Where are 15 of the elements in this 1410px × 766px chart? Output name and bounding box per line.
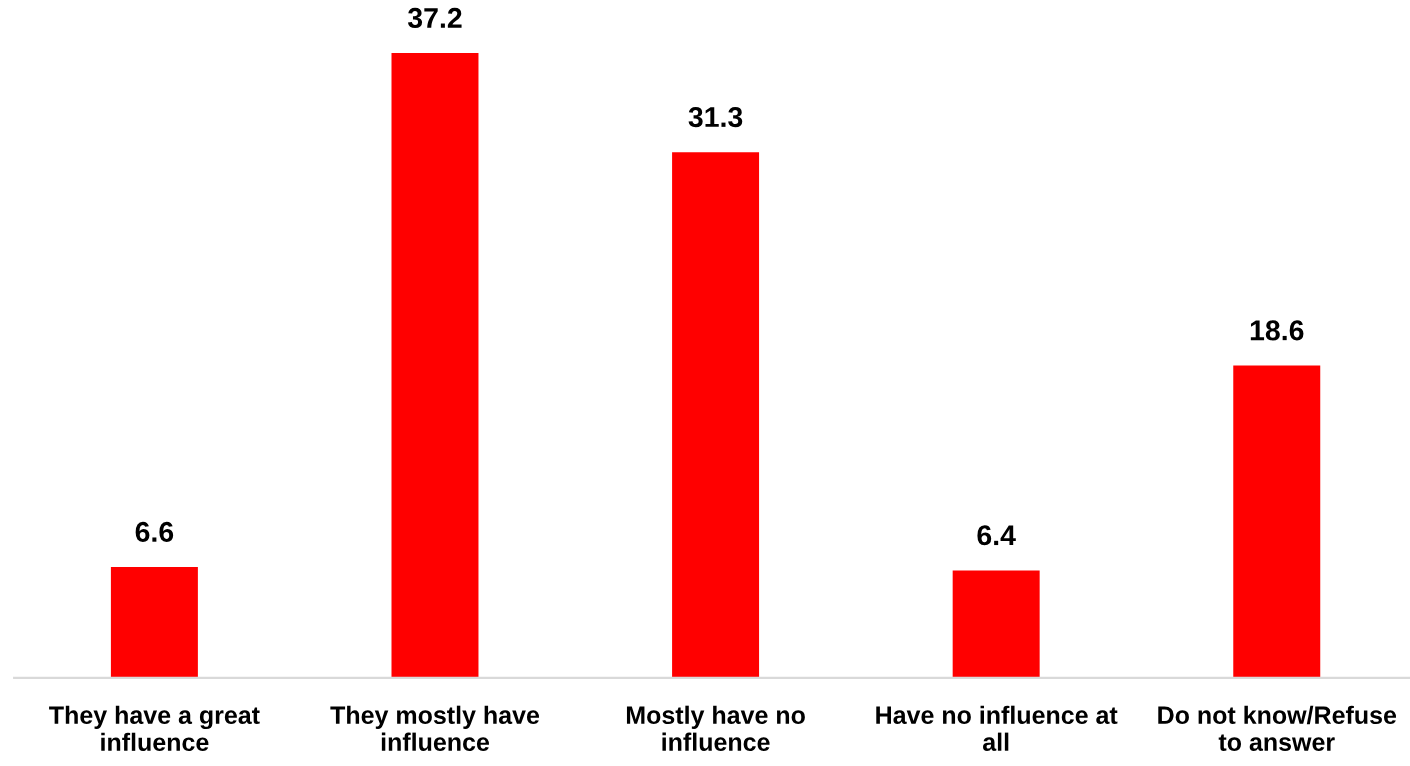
data-label: 6.4	[977, 525, 1016, 546]
bar	[110, 567, 198, 678]
x-tick-label: Have no influence at all	[876, 705, 1118, 751]
bar	[672, 152, 760, 678]
data-label: 18.6	[1250, 320, 1304, 341]
bar	[1233, 365, 1321, 678]
bar	[391, 53, 479, 678]
x-tick-label: Mostly have no influence	[626, 705, 805, 751]
x-tick-label: They have a great influence	[49, 705, 260, 752]
data-label: 31.3	[688, 106, 743, 128]
x-tick-label: They mostly have influence	[330, 705, 540, 751]
data-label: 37.2	[407, 7, 462, 29]
data-label: 6.6	[135, 521, 174, 542]
x-tick-label: Do not know/Refuse to answer	[1158, 705, 1397, 751]
bar	[952, 570, 1040, 678]
